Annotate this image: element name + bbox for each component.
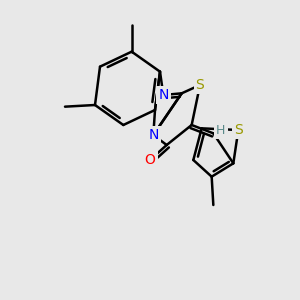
Text: H: H <box>216 124 226 137</box>
Text: O: O <box>145 153 155 167</box>
Text: S: S <box>196 78 204 92</box>
Text: N: N <box>148 128 158 142</box>
Text: N: N <box>158 88 169 102</box>
Text: S: S <box>234 123 243 137</box>
